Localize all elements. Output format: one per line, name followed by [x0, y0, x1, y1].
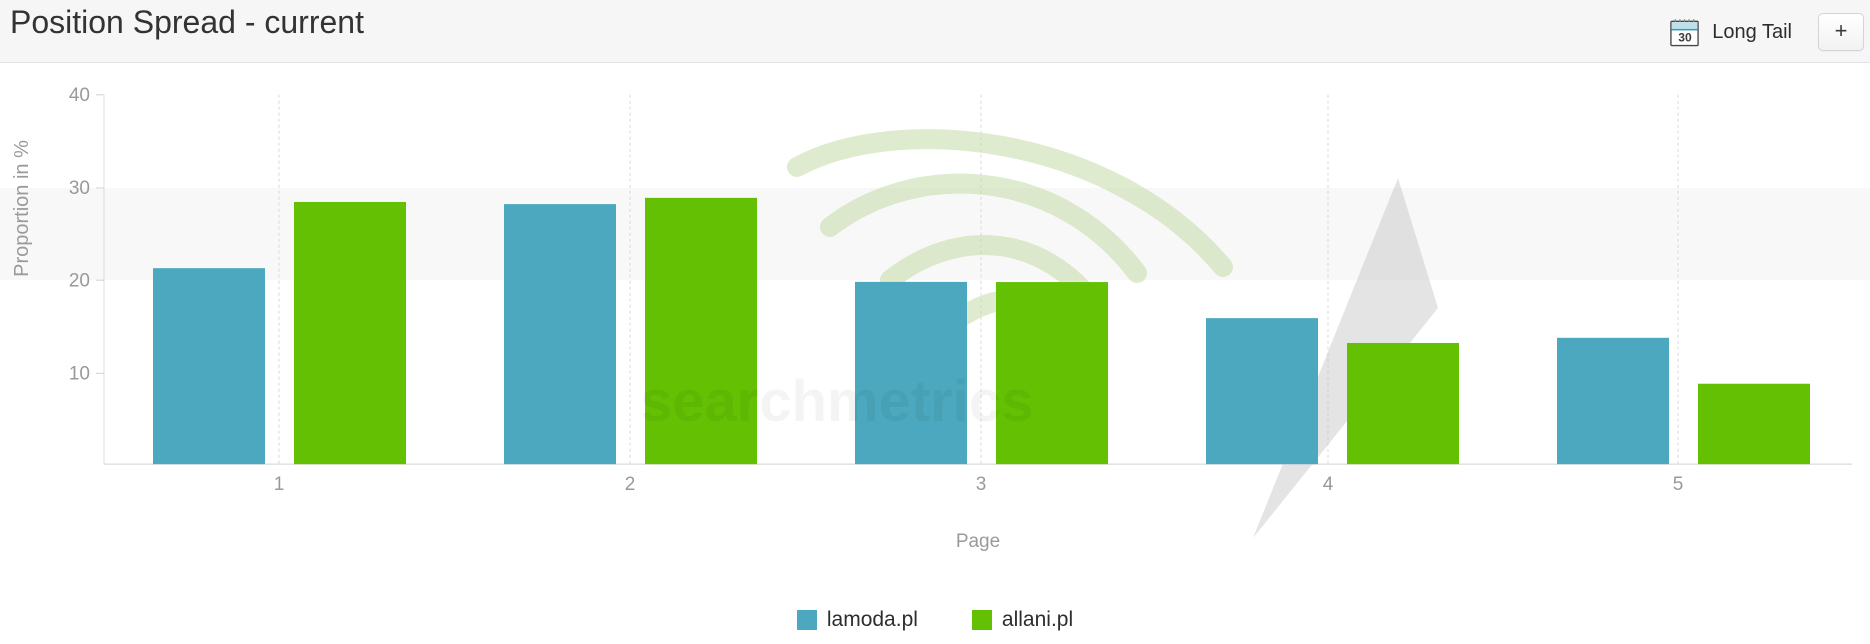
svg-text:3: 3	[976, 474, 987, 495]
svg-text:40: 40	[69, 85, 90, 106]
svg-text:2: 2	[625, 474, 636, 495]
svg-text:5: 5	[1673, 474, 1684, 495]
svg-text:20: 20	[69, 271, 90, 292]
svg-text:4: 4	[1323, 474, 1334, 495]
svg-text:1: 1	[274, 474, 285, 495]
svg-text:30: 30	[1679, 30, 1693, 44]
svg-text:30: 30	[69, 178, 90, 199]
svg-text:10: 10	[69, 364, 90, 385]
